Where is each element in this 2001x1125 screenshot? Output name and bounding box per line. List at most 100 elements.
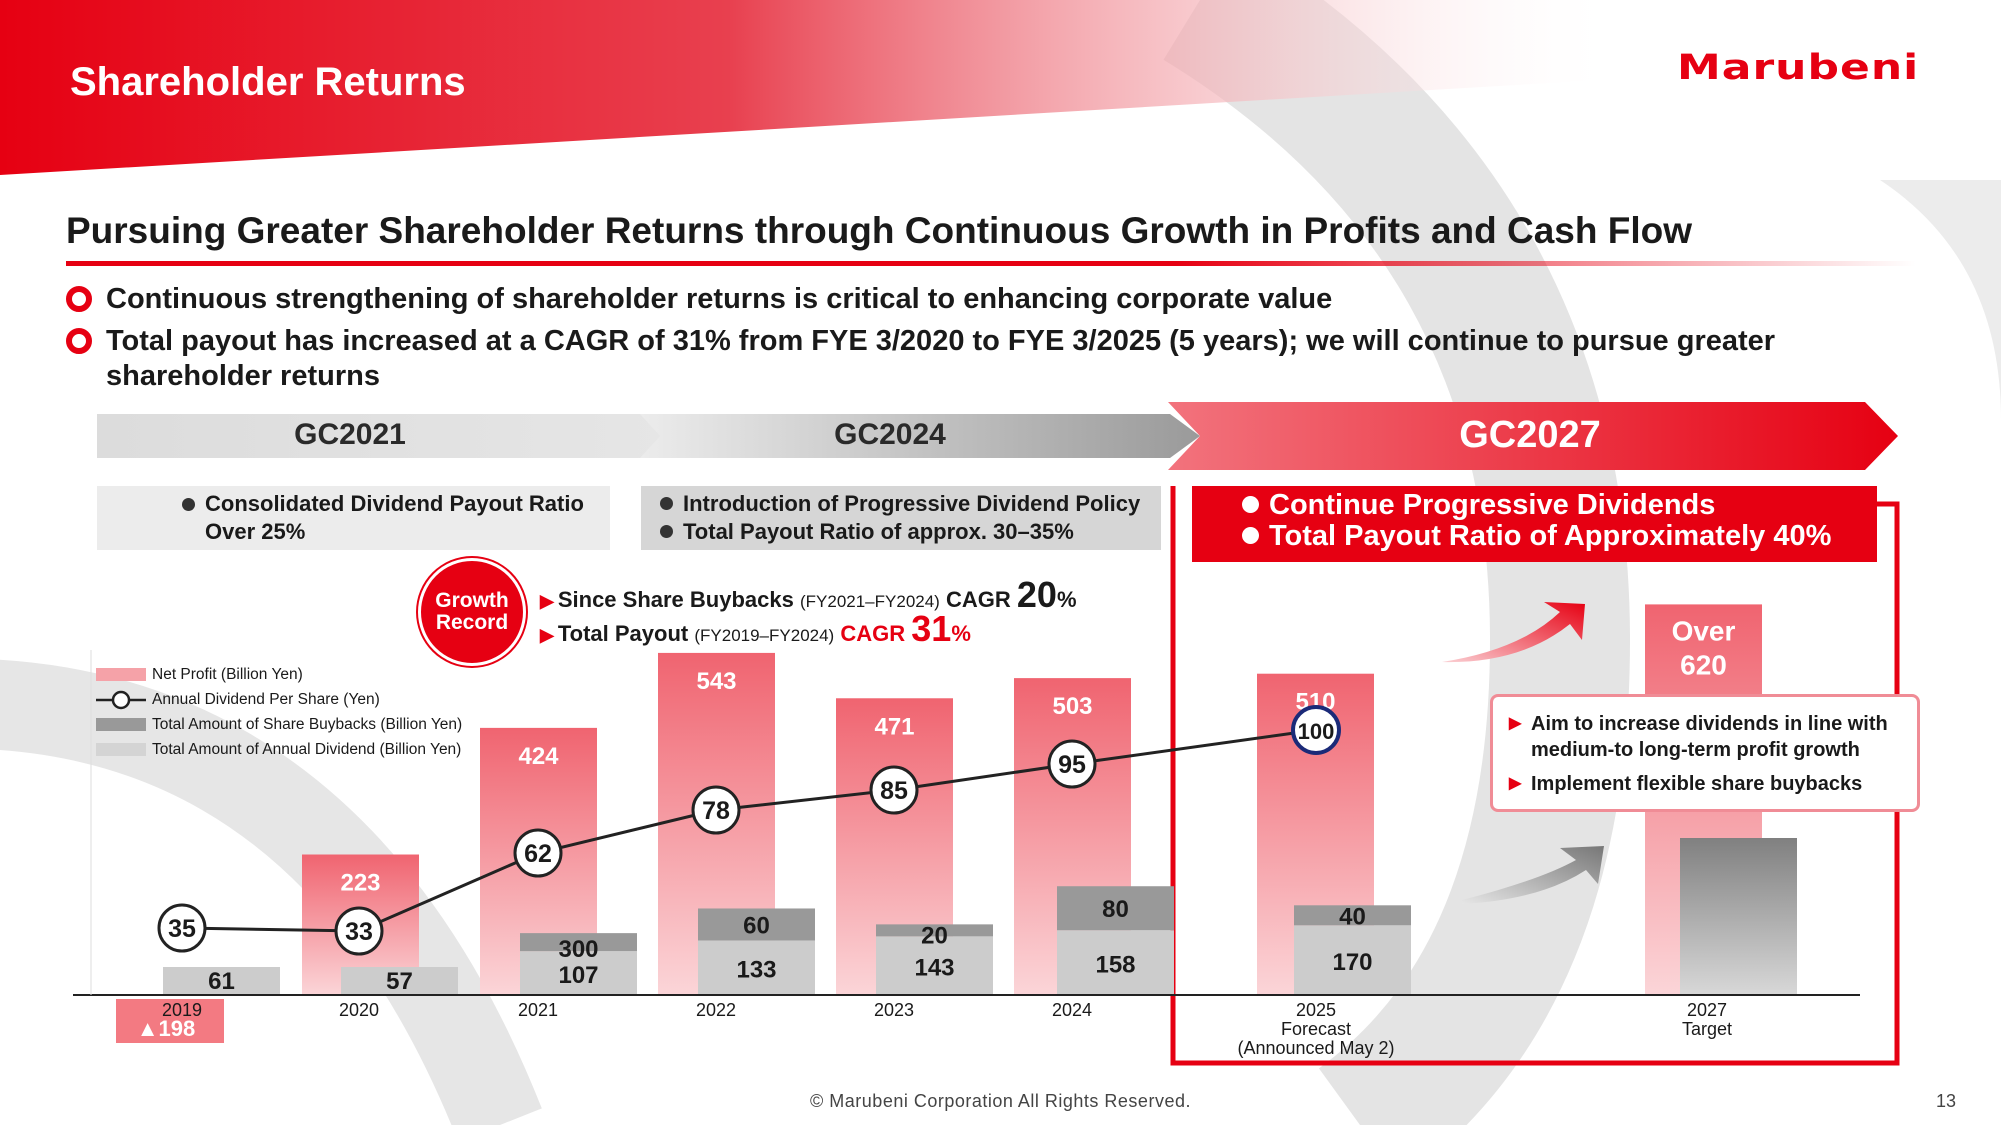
gc2027-bar	[1168, 402, 1898, 470]
bullet-dot-icon	[182, 498, 195, 511]
label-annual-dividend-2024: 158	[1095, 952, 1135, 979]
growth-payout-line: ▶ Total Payout (FY2019–FY2024) CAGR 31%	[540, 608, 971, 649]
bar-annual-dividend-2020	[341, 967, 458, 995]
up-arrow-red-icon	[1442, 602, 1585, 663]
phase-gc2024-label: GC2024	[834, 418, 946, 451]
bar-annual-dividend-2024	[1057, 930, 1174, 995]
label-net-profit-2019: ▲198	[137, 1016, 195, 1041]
subtitle-rule	[66, 261, 1916, 266]
bullet-2: Total payout has increased at a CAGR of …	[66, 324, 1786, 394]
legend-line-marker-icon	[96, 690, 146, 710]
bar-annual-dividend-2021	[520, 951, 637, 995]
label-annual-dividend-2019: 61	[208, 968, 235, 995]
gc2021-bar	[97, 414, 680, 458]
slide-subtitle: Pursuing Greater Shareholder Returns thr…	[66, 210, 1693, 251]
point-dividend-per-share-2020	[334, 906, 384, 956]
footer-copyright: © Marubeni Corporation All Rights Reserv…	[810, 1091, 1191, 1111]
point-dividend-per-share-2025	[1291, 705, 1341, 755]
legend-swatch	[96, 743, 146, 756]
label-share-buybacks-2021: 300	[558, 936, 598, 963]
tick-sublabel-2027-0: Target	[1682, 1019, 1732, 1039]
phase-gc2021-label: GC2021	[294, 418, 406, 451]
bullet-dot-icon	[660, 525, 673, 538]
label-net-profit-2027-1: 620	[1680, 649, 1727, 680]
legend-swatch	[96, 718, 146, 731]
header-band	[0, 0, 1620, 175]
bar-annual-dividend-2023	[876, 936, 993, 995]
tick-label-2021: 2021	[518, 1000, 558, 1020]
triangle-right-icon: ▶	[1509, 775, 1522, 792]
label-net-profit-2024: 503	[1052, 693, 1092, 720]
bullet-ring-icon	[66, 328, 92, 354]
page-number: 13	[1936, 1091, 1957, 1111]
gc2024-bar	[640, 414, 1200, 458]
bar-net-profit-2019	[116, 999, 224, 1043]
growth-buybacks-line: ▶ Since Share Buybacks (FY2021–FY2024) CA…	[540, 574, 1077, 615]
policy-gc2021: Consolidated Dividend Payout Ratio Over …	[182, 490, 602, 546]
label-annual-dividend-2021: 107	[558, 962, 598, 989]
label-share-buybacks-2023: 20	[921, 922, 948, 949]
label-dividend-per-share-2025: 100	[1298, 719, 1335, 744]
tick-sublabel-2025-1: (Announced May 2)	[1237, 1038, 1394, 1058]
label-dividend-per-share-2024: 95	[1058, 751, 1086, 779]
page-title: Shareholder Returns	[70, 60, 466, 104]
label-dividend-per-share-2021: 62	[524, 840, 552, 868]
bar-share-buybacks-2021	[520, 933, 637, 952]
label-net-profit-2023: 471	[874, 713, 914, 740]
note-box: ▶ Aim to increase dividends in line with …	[1490, 694, 1920, 812]
triangle-right-icon: ▶	[540, 591, 554, 611]
label-share-buybacks-2025: 40	[1339, 903, 1366, 930]
bar-share-buybacks-2025	[1294, 905, 1411, 926]
label-net-profit-2022: 543	[696, 668, 736, 695]
label-share-buybacks-2022: 60	[743, 912, 770, 939]
label-net-profit-2021: 424	[518, 743, 559, 770]
triangle-right-icon: ▶	[1509, 715, 1522, 732]
point-dividend-per-share-2019	[157, 903, 207, 953]
label-share-buybacks-2024: 80	[1102, 896, 1129, 923]
phase-gc2027-label: GC2027	[1459, 414, 1601, 456]
legend-swatch	[96, 668, 146, 681]
label-net-profit-2027-0: Over	[1672, 615, 1736, 646]
bullet-1: Continuous strengthening of shareholder …	[66, 282, 1946, 317]
label-net-profit-2020: 223	[340, 870, 380, 897]
label-dividend-per-share-2023: 85	[880, 777, 908, 805]
label-annual-dividend-2025: 170	[1332, 949, 1372, 976]
bullet-ring-icon	[66, 286, 92, 312]
tick-label-2025: 2025	[1296, 1000, 1336, 1020]
point-dividend-per-share-2023	[869, 765, 919, 815]
bullet-dot-icon	[1242, 496, 1259, 513]
bullet-dot-icon	[1242, 527, 1259, 544]
tick-label-2023: 2023	[874, 1000, 914, 1020]
bar-annual-dividend-2019	[163, 967, 280, 995]
policy-gc2024: Introduction of Progressive Dividend Pol…	[660, 490, 1160, 546]
bar-target-returns-2027	[1680, 838, 1797, 995]
tick-label-2027: 2027	[1687, 1000, 1727, 1020]
bar-annual-dividend-2025	[1294, 925, 1411, 995]
marubeni-logo: Marubeni	[1677, 48, 1920, 88]
tick-label-2022: 2022	[696, 1000, 736, 1020]
triangle-right-icon: ▶	[540, 625, 554, 645]
policy-gc2027: Continue Progressive Dividends Total Pay…	[1242, 490, 1872, 552]
label-annual-dividend-2022: 133	[736, 957, 776, 984]
label-dividend-per-share-2020: 33	[345, 918, 373, 946]
growth-record-badge: Growth Record	[418, 558, 526, 666]
label-dividend-per-share-2019: 35	[168, 915, 196, 943]
tick-label-2019: 2019	[162, 1000, 202, 1020]
bar-share-buybacks-2024	[1057, 886, 1174, 931]
bar-annual-dividend-2022	[698, 940, 815, 995]
point-dividend-per-share-2022	[691, 785, 741, 835]
bullet-dot-icon	[660, 497, 673, 510]
bar-share-buybacks-2023	[876, 924, 993, 937]
bar-share-buybacks-2022	[698, 908, 815, 941]
point-dividend-per-share-2024	[1047, 739, 1097, 789]
label-dividend-per-share-2022: 78	[702, 797, 730, 825]
tick-label-2024: 2024	[1052, 1000, 1092, 1020]
tick-sublabel-2025-0: Forecast	[1281, 1019, 1351, 1039]
label-annual-dividend-2023: 143	[914, 955, 954, 982]
up-arrow-gray-icon	[1462, 846, 1604, 904]
label-annual-dividend-2020: 57	[386, 968, 413, 995]
tick-label-2020: 2020	[339, 1000, 379, 1020]
point-dividend-per-share-2021	[513, 828, 563, 878]
